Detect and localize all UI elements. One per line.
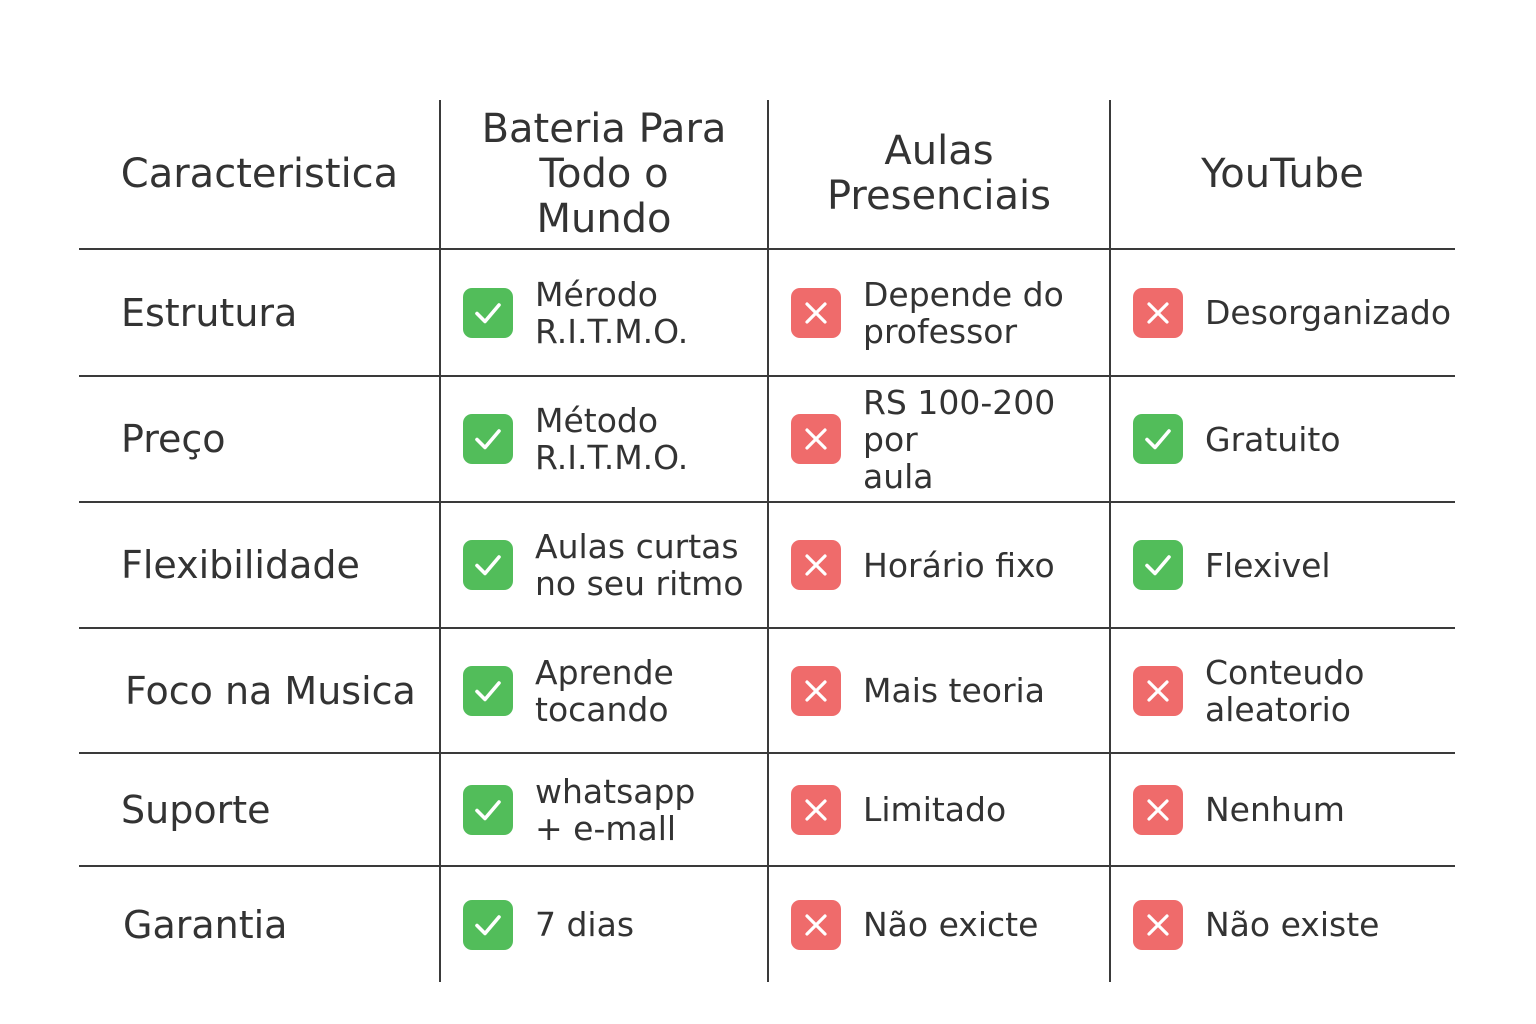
feature-label: Garantia (123, 902, 288, 947)
table-cell: Flexivel (1111, 503, 1455, 627)
header-bateria-para-todo-o-mundo: Bateria Para Todo o Mundo (481, 105, 727, 242)
column-divider (439, 100, 441, 982)
table-cell: Conteudo aleatorio (1111, 629, 1455, 752)
cell-text: Desorganizado (1205, 293, 1452, 332)
row-divider (79, 248, 1455, 250)
table-cell: Método R.I.T.M.O. (441, 377, 767, 501)
table-cell: Não exicte (769, 867, 1109, 982)
comparison-table: Caracteristica Bateria Para Todo o Mundo… (79, 100, 1455, 982)
cell-text: Horário fixo (863, 545, 1055, 585)
cell-text: Aulas curtas no seu ritmo (535, 527, 744, 603)
cell-text: Gratuito (1205, 419, 1341, 459)
table-cell: RS 100-200 por aula (769, 377, 1109, 501)
feature-label: Foco na Musica (125, 668, 416, 713)
close-icon (791, 414, 841, 464)
row-divider (79, 865, 1455, 867)
column-divider (767, 100, 769, 982)
row-divider (79, 752, 1455, 754)
cell-text: Aprende tocando (535, 652, 674, 729)
close-icon (1133, 899, 1183, 950)
feature-label: Flexibilidade (121, 543, 360, 587)
feature-label: Estrutura (121, 290, 298, 335)
check-icon (463, 784, 513, 835)
check-icon (463, 287, 513, 338)
table-cell: Mérodo R.I.T.M.O. (441, 250, 767, 375)
check-icon (1133, 540, 1183, 590)
cell-text: Flexivel (1205, 545, 1331, 585)
close-icon (1133, 784, 1183, 835)
check-icon (463, 540, 513, 590)
header-feature: Caracteristica (120, 150, 399, 197)
cell-text: RS 100-200 por aula (863, 382, 1056, 496)
close-icon (791, 287, 841, 338)
table-cell: Nenhum (1111, 754, 1455, 865)
table-cell: Desorganizado (1111, 250, 1455, 375)
table-cell: Mais teoria (769, 629, 1109, 752)
column-divider (1109, 100, 1111, 982)
table-cell: Não existe (1111, 867, 1455, 982)
close-icon (791, 540, 841, 590)
table-cell: Horário fixo (769, 503, 1109, 627)
check-icon (463, 665, 513, 716)
row-divider (79, 627, 1455, 629)
check-icon (463, 414, 513, 464)
cell-text: Não existe (1205, 905, 1380, 944)
cell-text: whatsapp + e-mall (535, 771, 696, 848)
table-cell: Aprende tocando (441, 629, 767, 752)
row-divider (79, 375, 1455, 377)
cell-text: Não exicte (863, 905, 1039, 944)
row-divider (79, 501, 1455, 503)
close-icon (791, 899, 841, 950)
check-icon (1133, 414, 1183, 464)
table-cell: whatsapp + e-mall (441, 754, 767, 865)
header-youtube: YouTube (1201, 150, 1364, 197)
table-cell: 7 dias (441, 867, 767, 982)
cell-text: Mais teoria (863, 671, 1045, 710)
table-cell: Gratuito (1111, 377, 1455, 501)
cell-text: Método R.I.T.M.O. (535, 401, 689, 477)
header-aulas-presenciais: Aulas Presenciais (827, 128, 1051, 219)
cell-text: Depende do professor (863, 274, 1064, 351)
cell-text: 7 dias (535, 905, 635, 944)
close-icon (1133, 665, 1183, 716)
close-icon (791, 665, 841, 716)
close-icon (791, 784, 841, 835)
feature-label: Suporte (121, 787, 271, 832)
table-cell: Limitado (769, 754, 1109, 865)
table-cell: Depende do professor (769, 250, 1109, 375)
cell-text: Limitado (863, 790, 1007, 829)
cell-text: Mérodo R.I.T.M.O. (535, 274, 689, 351)
feature-label: Preço (121, 417, 226, 461)
cell-text: Conteudo aleatorio (1205, 652, 1365, 729)
cell-text: Nenhum (1205, 790, 1345, 829)
check-icon (463, 899, 513, 950)
table-cell: Aulas curtas no seu ritmo (441, 503, 767, 627)
close-icon (1133, 287, 1183, 338)
